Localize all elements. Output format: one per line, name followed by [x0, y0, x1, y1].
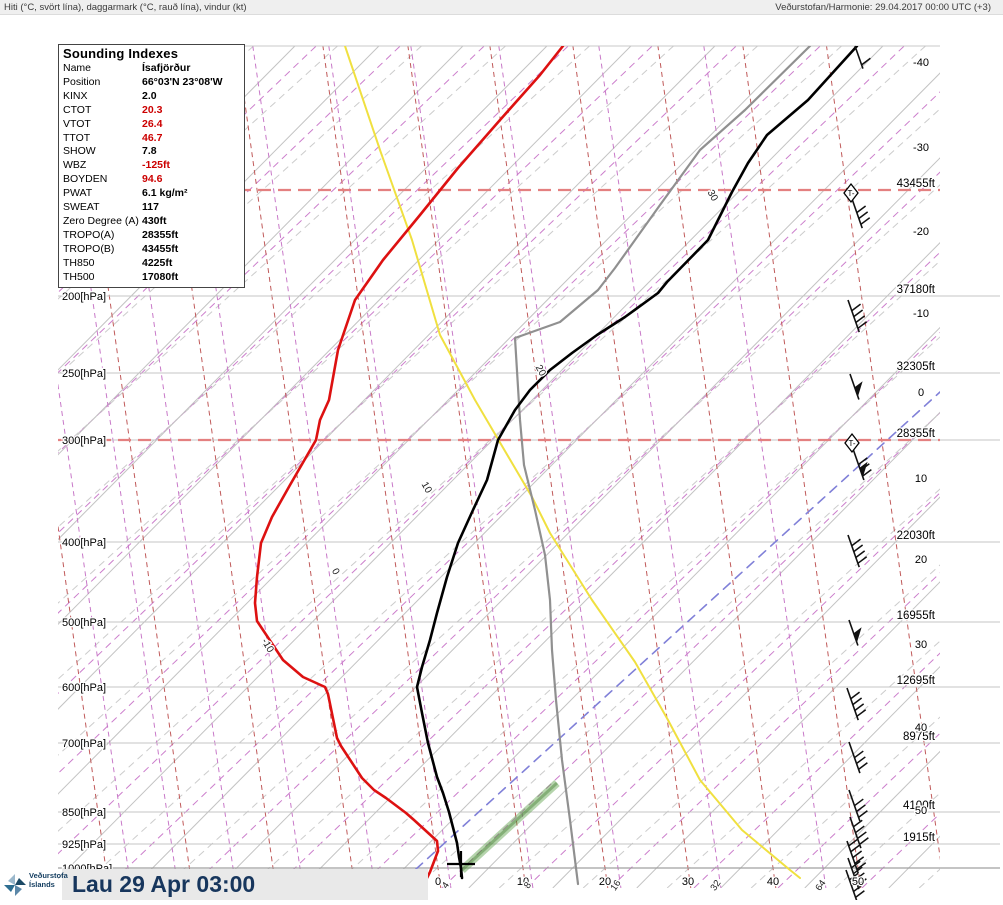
svg-text:200[hPa]: 200[hPa] [62, 291, 106, 303]
svg-text:10: 10 [915, 473, 927, 485]
footer-date-box [62, 869, 428, 900]
svg-text:300[hPa]: 300[hPa] [62, 435, 106, 447]
index-row: WBZ -125ft [63, 159, 171, 172]
index-row: Position 66°03'N 23°08'W [63, 75, 223, 88]
sounding-indexes-title: Sounding Indexes [63, 46, 179, 61]
svg-text:4: 4 [440, 880, 452, 891]
svg-text:-10: -10 [259, 637, 276, 655]
svg-text:30: 30 [915, 639, 927, 651]
svg-text:28355ft: 28355ft [897, 428, 936, 440]
svg-text:37180ft: 37180ft [897, 284, 936, 296]
tropopause-marker: T- [844, 432, 860, 454]
index-row: CTOT 20.3 [63, 103, 163, 116]
svg-text:16955ft: 16955ft [897, 610, 936, 622]
svg-text:500[hPa]: 500[hPa] [62, 617, 106, 629]
index-row: TH850 4225ft [63, 256, 173, 269]
index-row: Name Ísafjörður [63, 62, 191, 74]
index-row: PWAT 6.1 kg/m² [63, 187, 188, 200]
svg-text:0: 0 [918, 387, 924, 399]
svg-text:30: 30 [682, 876, 694, 888]
svg-text:43455ft: 43455ft [897, 178, 936, 190]
svg-text:22030ft: 22030ft [897, 530, 936, 542]
svg-text:700[hPa]: 700[hPa] [62, 738, 106, 750]
tropopause-marker: T- [843, 182, 859, 204]
svg-text:600[hPa]: 600[hPa] [62, 682, 106, 694]
svg-text:1915ft: 1915ft [903, 832, 936, 844]
svg-text:T-: T- [848, 439, 855, 448]
svg-text:32: 32 [708, 878, 723, 893]
svg-text:250[hPa]: 250[hPa] [62, 368, 106, 380]
svg-text:64: 64 [813, 878, 828, 893]
svg-text:20: 20 [533, 363, 548, 379]
index-row: Zero Degree (A) 430ft [63, 214, 167, 227]
svg-text:20: 20 [599, 876, 611, 888]
wind-barbs [845, 45, 872, 902]
index-row: TH500 17080ft [63, 270, 179, 283]
svg-text:0: 0 [435, 876, 441, 888]
vedurstofa-logo: Veðurstofa Íslands [2, 870, 68, 900]
header-legend: Hiti (°C, svört lína), daggarmark (°C, r… [4, 2, 247, 13]
header-source-timestamp: Veðurstofan/Harmonie: 29.04.2017 00:00 U… [775, 2, 991, 13]
svg-text:400[hPa]: 400[hPa] [62, 537, 106, 549]
index-row: SHOW 7.8 [63, 145, 157, 158]
svg-text:50: 50 [852, 876, 864, 888]
svg-text:40: 40 [915, 722, 927, 734]
index-row: KINX 2.0 [63, 89, 157, 102]
svg-text:850[hPa]: 850[hPa] [62, 807, 106, 819]
grid-diagonals [58, 46, 940, 888]
index-row: TTOT 46.7 [63, 131, 163, 144]
svg-text:-20: -20 [913, 226, 929, 238]
index-row: TROPO(A) 28355ft [63, 228, 179, 241]
svg-text:T-: T- [847, 189, 854, 198]
svg-text:925[hPa]: 925[hPa] [62, 839, 106, 851]
surface-cross-marker [447, 851, 475, 877]
index-row: VTOT 26.4 [63, 117, 163, 130]
svg-text:12695ft: 12695ft [897, 675, 936, 687]
valid-time-label: Lau 29 Apr 03:00 [72, 871, 256, 897]
vedurstofa-pinwheel-icon [4, 874, 26, 896]
svg-text:-40: -40 [913, 57, 929, 69]
svg-text:10: 10 [517, 876, 529, 888]
sounding-indexes-panel: Sounding Indexes Name Ísafjörður Position 6… [58, 44, 245, 288]
svg-text:-30: -30 [913, 142, 929, 154]
sounding-curves [253, 46, 940, 886]
sounding-indexes-rows: Name Ísafjörður Position 66°03'N 23°08'W KIN… [59, 62, 244, 285]
index-row: BOYDEN 94.6 [63, 173, 163, 186]
svg-text:50: 50 [915, 805, 927, 817]
vedurstofa-logo-text: Veðurstofa Íslands [29, 871, 68, 889]
index-row: SWEAT 117 [63, 201, 159, 214]
svg-text:0: 0 [329, 567, 342, 578]
svg-text:32305ft: 32305ft [897, 361, 936, 373]
svg-text:8975ft: 8975ft [903, 731, 936, 743]
svg-text:-10: -10 [913, 308, 929, 320]
header-bar: Hiti (°C, svört lína), daggarmark (°C, r… [0, 0, 1003, 15]
svg-text:20: 20 [915, 554, 927, 566]
svg-text:40: 40 [767, 876, 779, 888]
svg-text:4100ft: 4100ft [903, 800, 936, 812]
index-row: TROPO(B) 43455ft [63, 242, 179, 255]
